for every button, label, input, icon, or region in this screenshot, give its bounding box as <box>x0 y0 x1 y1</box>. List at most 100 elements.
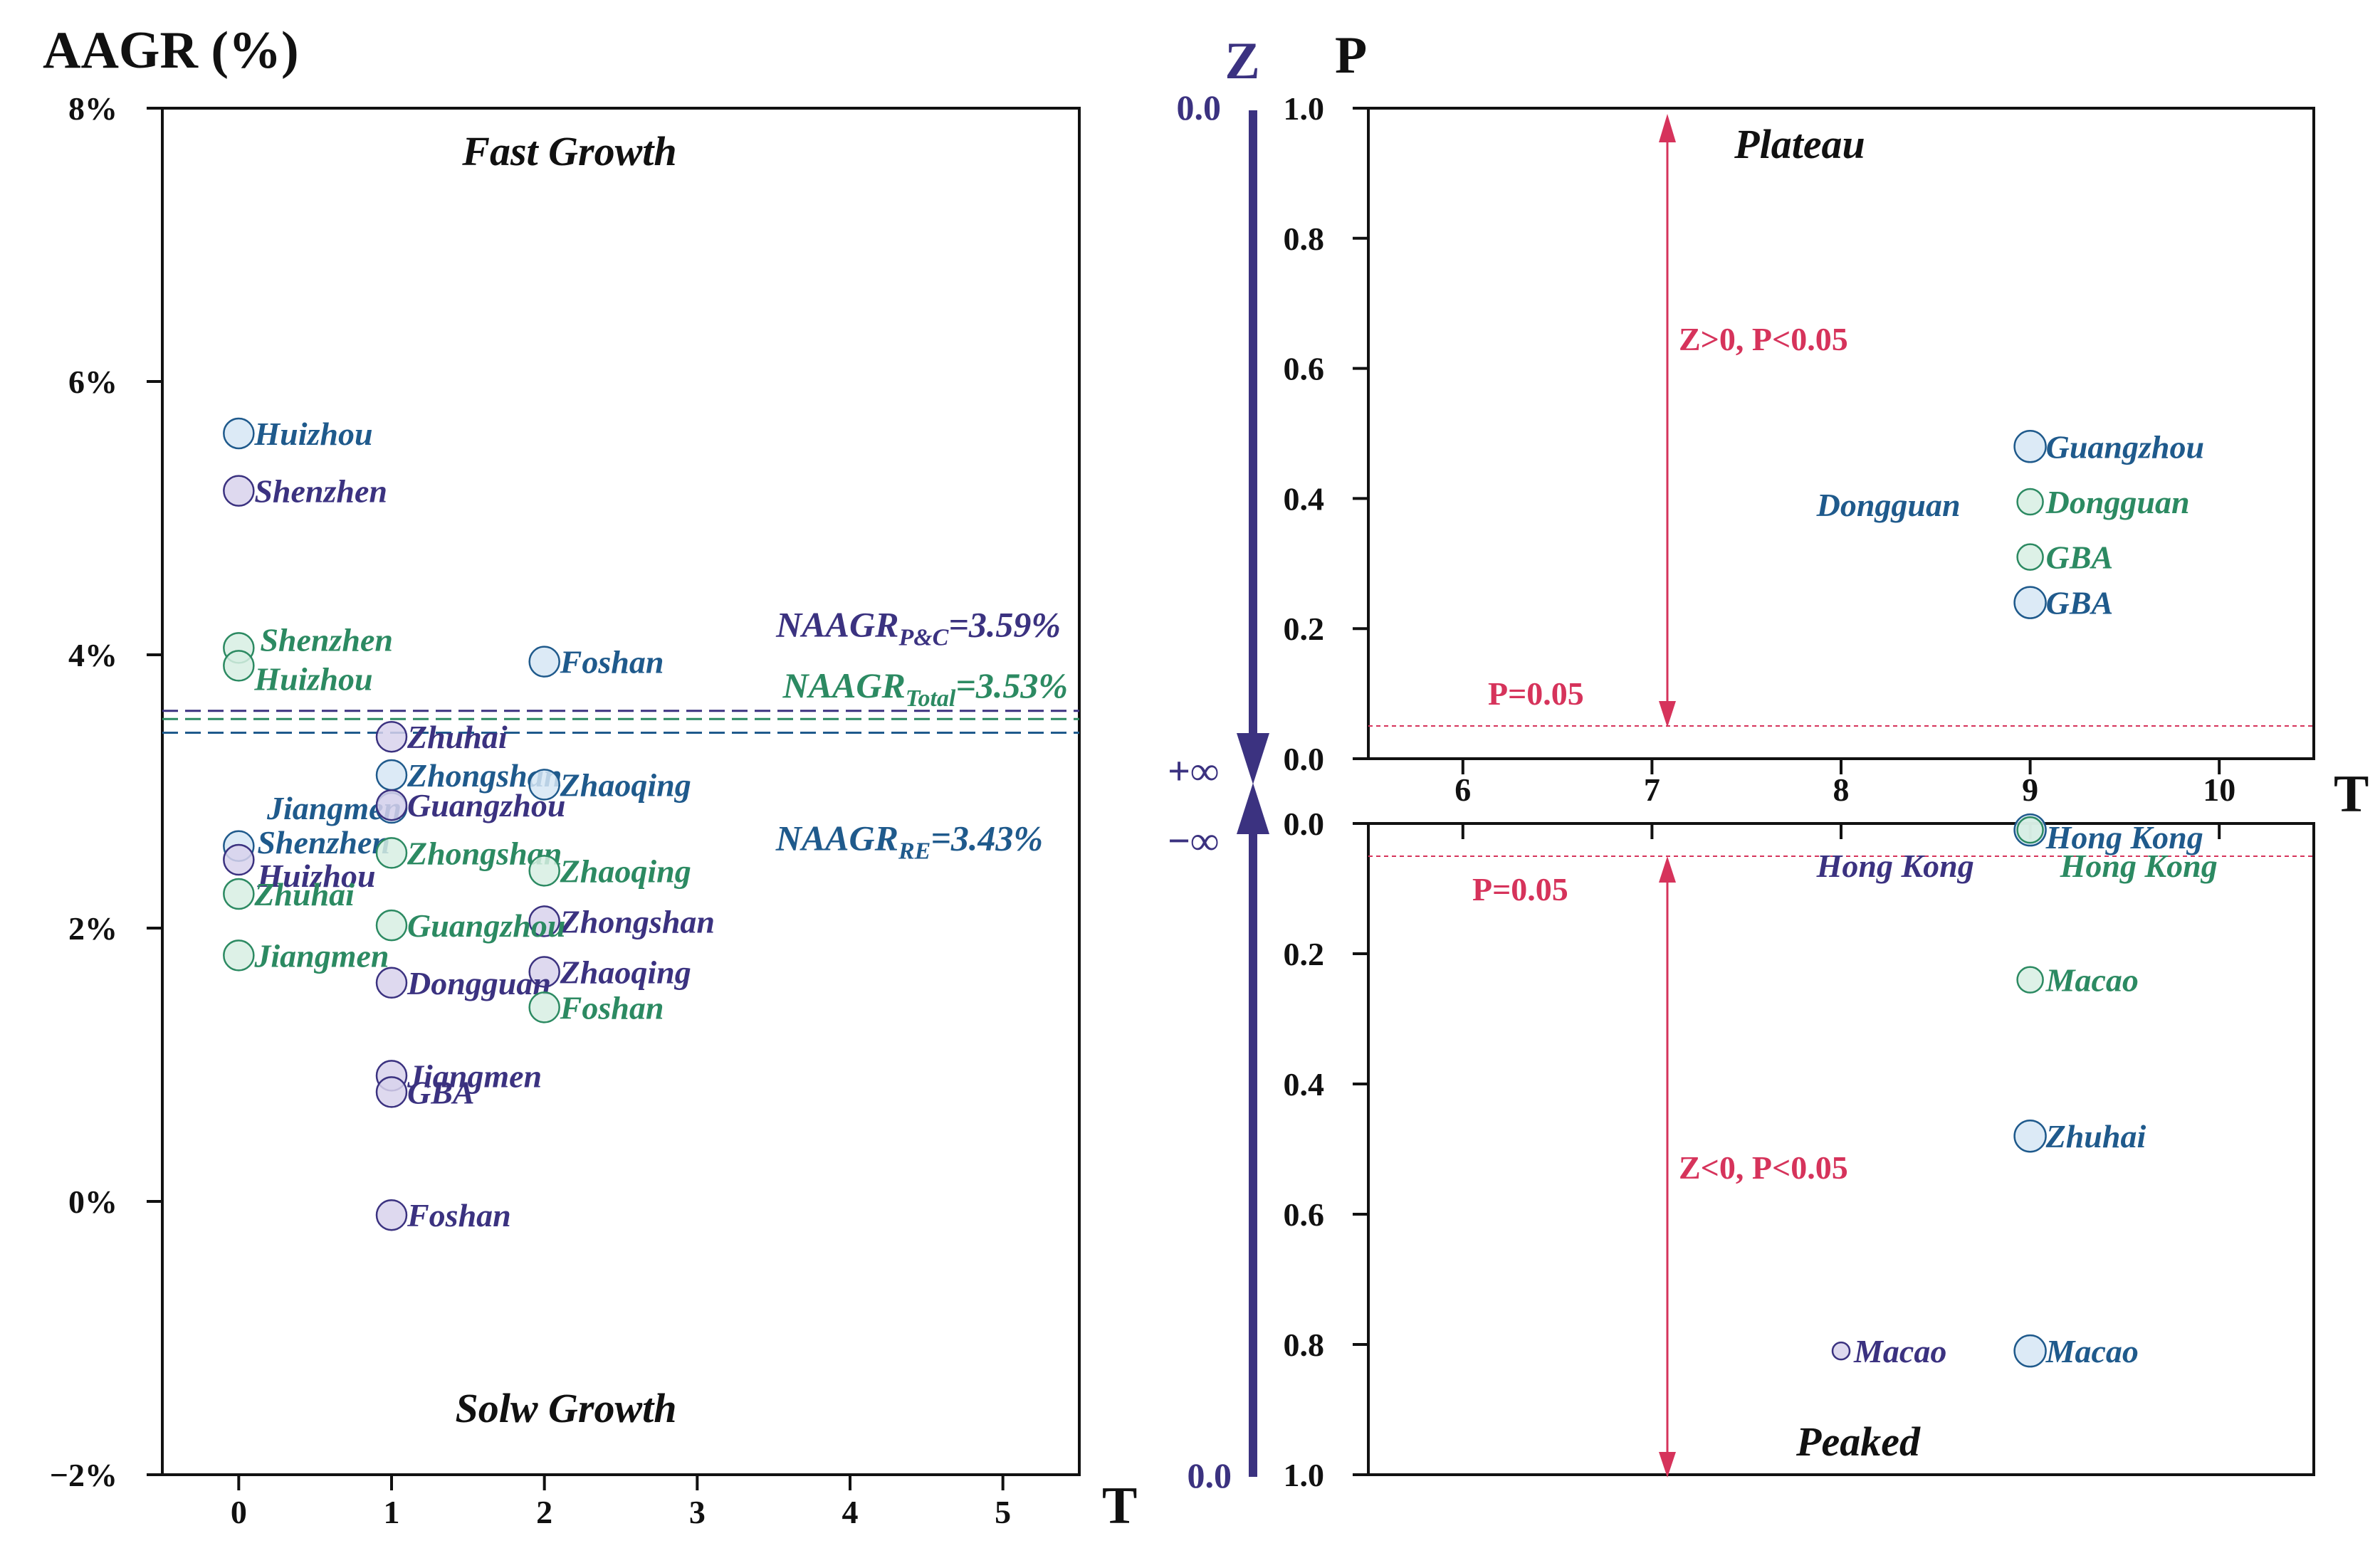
total-label-foshan: Foshan <box>560 989 664 1026</box>
plus-infinity-label: +∞ <box>1168 749 1219 794</box>
peaked-y-tick-label: 0.8 <box>1284 1327 1325 1363</box>
plateau-y-tick-label: 0.8 <box>1284 221 1325 257</box>
re-label-shenzhen: Shenzhen <box>257 824 390 860</box>
pc-point-huizhou <box>223 843 255 876</box>
right-x-ticks: 6 7 8 9 10 <box>1454 759 2235 839</box>
right-y-axis-title: P <box>1335 26 1367 85</box>
re-label-huizhou: Huizhou <box>253 416 372 452</box>
left-x-axis-title: T <box>1102 1477 1137 1535</box>
pc-point-dongguan <box>375 967 408 999</box>
plateau-y-ticks: 1.0 0.8 0.6 0.4 0.2 0.0 <box>1284 90 1368 777</box>
reference-lines: NAAGRP&C=3.59%NAAGRTotal=3.53%NAAGRRE=3.… <box>162 605 1079 864</box>
peaked-re-point-macao <box>2013 1334 2047 1368</box>
total-label-huizhou: Huizhou <box>253 660 372 697</box>
naagr-subscript: Total <box>906 685 956 712</box>
peaked-total-point-hong-kong <box>2016 816 2044 844</box>
pc-label-zhongshan: Zhongshan <box>560 903 715 939</box>
re-label-zhaoqing: Zhaoqing <box>560 767 691 803</box>
pc-label-zhuhai: Zhuhai <box>407 719 508 755</box>
plateau-y-tick-label: 0.2 <box>1284 611 1325 647</box>
plateau-re-label-guangzhou: Guangzhou <box>2046 428 2204 465</box>
pc-label-shenzhen: Shenzhen <box>254 473 387 510</box>
plateau-y-tick-label: 0.6 <box>1284 351 1325 387</box>
naagr-value: =3.53% <box>955 665 1068 705</box>
plateau-y-tick-label: 0.0 <box>1284 741 1325 777</box>
pc-label-gba: GBA <box>407 1074 475 1110</box>
left-y-tick-label: 0% <box>68 1184 117 1220</box>
left-x-tick-label: 5 <box>995 1494 1011 1530</box>
total-label-guangzhou: Guangzhou <box>407 907 565 944</box>
left-y-tick-label: 4% <box>68 637 117 673</box>
total-label-zhaoqing: Zhaoqing <box>560 853 691 889</box>
re-label-foshan: Foshan <box>560 644 664 680</box>
pc-point-gba <box>375 1076 408 1108</box>
pc-label-jiangmen: Jiangmen <box>407 1058 542 1094</box>
plateau-total-point-gba <box>2016 543 2044 571</box>
left-x-tick-label: 1 <box>384 1494 400 1530</box>
right-scatter-points: Guangzhou GBA Dongguan Dongguan GBA Hong Kong… <box>1816 428 2218 1369</box>
total-point-jiangmen <box>223 939 255 972</box>
pc-point-foshan <box>375 1199 408 1231</box>
plateau-total-label-gba: GBA <box>2046 539 2114 576</box>
left-y-ticks: 8% 6% 4% 2% 0% −2% <box>50 90 162 1493</box>
plateau-re-point-guangzhou <box>2013 430 2047 463</box>
plateau-label: Plateau <box>1734 121 1865 167</box>
right-x-axis-title: T <box>2334 765 2369 823</box>
peaked-pc-point-macao <box>1831 1341 1851 1361</box>
z-axis: Z 0.0 0.0 +∞ −∞ <box>1168 32 1269 1495</box>
total-point-guangzhou <box>375 909 408 942</box>
peaked-re-point-zhuhai <box>2013 1119 2047 1153</box>
peaked-p-threshold-label: P=0.05 <box>1472 871 1568 907</box>
peaked-re-label-hong-kong: Hong Kong <box>2045 819 2203 856</box>
peaked-y-tick-label: 0.4 <box>1284 1066 1325 1102</box>
z-arrow-down <box>1237 733 1269 784</box>
right-x-tick-label: 7 <box>1644 772 1660 808</box>
naagr-subscript: P&C <box>898 625 948 651</box>
pc-label-dongguan: Dongguan <box>407 965 551 1001</box>
peaked-y-tick-label: 1.0 <box>1284 1457 1325 1493</box>
peaked-total-label-hong-kong: Hong Kong <box>2060 848 2218 884</box>
peaked-total-point-macao <box>2016 966 2044 994</box>
pc-label-zhaoqing: Zhaoqing <box>560 954 691 990</box>
pc-label-foshan: Foshan <box>407 1197 511 1233</box>
total-point-huizhou <box>223 650 255 682</box>
peaked-total-label-macao: Macao <box>2045 962 2139 999</box>
peaked-y-ticks: 0.0 0.2 0.4 0.6 0.8 1.0 <box>1284 806 1368 1493</box>
plateau-arrow-head-down <box>1659 701 1676 727</box>
plateau-total-point-dongguan <box>2016 488 2044 516</box>
naagr-value: =3.43% <box>930 818 1043 858</box>
pc-point-zhongshan <box>528 905 560 937</box>
peaked-arrow-head-up <box>1659 856 1676 883</box>
right-x-tick-label: 6 <box>1454 772 1471 808</box>
left-panel: AAGR (%) T Fast Growth Solw Growth 8% 6% 4… <box>43 21 1137 1535</box>
re-point-huizhou <box>223 417 255 450</box>
fast-growth-label: Fast Growth <box>461 128 676 174</box>
left-x-tick-label: 2 <box>536 1494 552 1530</box>
total-label-shenzhen: Shenzhen <box>260 621 393 658</box>
plateau-re-label-dongguan: Dongguan <box>1816 487 1961 523</box>
total-point-zhongshan <box>375 837 408 869</box>
right-panel: P T Plateau Peaked 1.0 0.8 0.6 0.4 0.2 0.0 0.… <box>1284 26 2369 1493</box>
naagr-main: NAAGR <box>775 605 898 645</box>
left-y-axis-title: AAGR (%) <box>43 21 299 80</box>
peaked-pc-label-hong-kong: Hong Kong <box>1816 848 1974 884</box>
total-point-foshan <box>528 991 560 1023</box>
left-y-tick-label: −2% <box>50 1457 117 1493</box>
z-top-label: 0.0 <box>1177 88 1222 127</box>
minus-infinity-label: −∞ <box>1168 819 1219 863</box>
naagr-pc-label: NAAGRP&C=3.59% <box>775 605 1061 651</box>
naagr-value: =3.59% <box>948 605 1061 645</box>
left-x-tick-label: 3 <box>689 1494 706 1530</box>
pc-label-guangzhou: Guangzhou <box>407 787 565 823</box>
pc-point-zhaoqing <box>528 956 560 988</box>
left-x-tick-label: 4 <box>842 1494 859 1530</box>
pc-point-shenzhen <box>223 475 255 507</box>
peaked-re-label-macao: Macao <box>2045 1333 2139 1369</box>
total-label-zhuhai: Zhuhai <box>253 876 355 912</box>
plateau-arrow-head-up <box>1659 114 1676 142</box>
peaked-re-label-zhuhai: Zhuhai <box>2045 1118 2146 1154</box>
total-label-jiangmen: Jiangmen <box>253 937 389 974</box>
naagr-main: NAAGR <box>782 665 906 705</box>
left-y-tick-label: 2% <box>68 910 117 947</box>
